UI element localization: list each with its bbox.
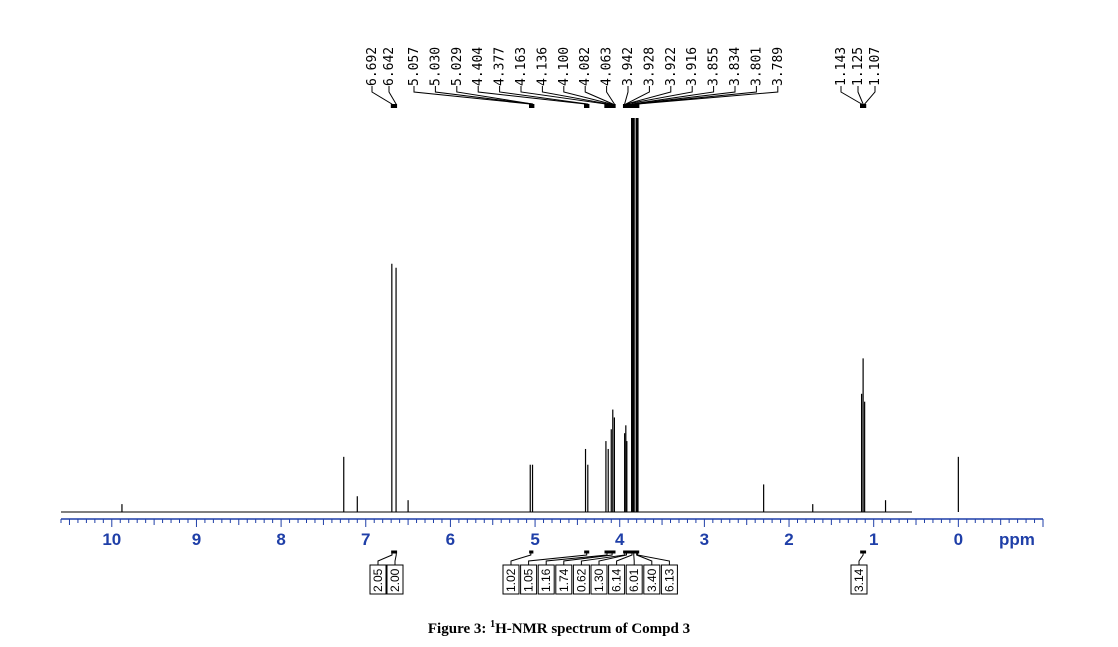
integral-leader (528, 552, 588, 565)
integral-label: 1.02 (504, 568, 518, 592)
integral-box (608, 564, 626, 595)
caption-superscript: 1 (490, 619, 496, 630)
integral-leader (616, 552, 633, 565)
axis-tick-label: 5 (530, 530, 539, 549)
axis-tick-label: 1 (869, 530, 878, 549)
peak-label: 3.801 (749, 47, 764, 86)
peak-label: 6.692 (365, 47, 380, 86)
axis-tick-label: 6 (446, 530, 455, 549)
caption-prefix: Figure 3: (427, 621, 491, 637)
axis-tick-label: 7 (361, 530, 370, 549)
peak-label: 5.057 (407, 47, 422, 86)
integral-box (572, 564, 590, 595)
integral-label: 2.00 (388, 568, 402, 592)
integral-label: 1.16 (539, 568, 553, 592)
integral-label: 6.13 (662, 568, 676, 592)
peak-label-group: 6.692 6.642 5.057 5.030 5.029 4.404 4.377 4.163… (365, 47, 883, 108)
peak-label: 1.107 (868, 47, 883, 86)
peak-label: 5.029 (450, 47, 465, 86)
spectrum-trace-group (61, 118, 959, 513)
peak-label: 3.916 (685, 47, 700, 86)
integral-label: 1.05 (522, 568, 536, 592)
peak-label: 4.100 (557, 47, 572, 86)
integral-box (537, 564, 555, 595)
integral-box (625, 564, 643, 595)
peak-label: 3.922 (664, 47, 679, 86)
peak-label: 1.143 (834, 47, 849, 86)
peak-label: 3.789 (771, 47, 786, 86)
integral-leader (394, 552, 397, 565)
peak-label: 1.125 (851, 47, 866, 86)
integral-label-group: 2.05 2.00 1.02 1.05 1.16 1.74 0.62 1.30 6.14 6.01… (369, 550, 868, 595)
integral-box (369, 564, 387, 595)
peak-label: 6.642 (382, 47, 397, 86)
integral-label: 6.14 (610, 568, 624, 592)
figure-caption: Figure 3: 1H-NMR spectrum of Compd 3 (0, 619, 1118, 638)
integral-label: 3.40 (645, 568, 659, 592)
integral-box (643, 564, 661, 595)
axis-tick-label: 8 (276, 530, 285, 549)
peak-label: 4.163 (514, 47, 529, 86)
peak-label: 3.834 (728, 47, 743, 86)
integral-label: 6.01 (627, 568, 641, 592)
integral-label: 2.05 (371, 568, 385, 592)
axis-tick-label: 3 (700, 530, 709, 549)
axis-tick-label: 10 (102, 530, 121, 549)
integral-leader (510, 552, 532, 565)
axis-tick-label: 0 (954, 530, 963, 549)
integral-box (502, 564, 520, 595)
peak-label: 4.136 (535, 47, 550, 86)
peak-label: 5.030 (428, 47, 443, 86)
integral-label: 3.14 (852, 568, 866, 592)
axis-tick-label: 4 (615, 530, 625, 549)
axis-unit-label: ppm (999, 530, 1035, 549)
peak-label-leader (864, 86, 876, 106)
integral-leader (377, 552, 393, 565)
axis-tick-label: 9 (192, 530, 201, 549)
peak-label: 4.082 (578, 47, 593, 86)
caption-text: H-NMR spectrum of Compd 3 (495, 621, 691, 637)
integral-box (850, 564, 868, 595)
integral-leader (636, 552, 653, 565)
integral-label: 1.74 (557, 568, 571, 592)
integral-box (660, 564, 678, 595)
integral-box (590, 564, 608, 595)
integral-leader (637, 552, 670, 565)
ppm-axis: 10 9 8 7 6 5 4 3 2 1 0 (60, 518, 1044, 549)
peak-label: 4.377 (493, 47, 508, 86)
peak-label: 3.942 (621, 47, 636, 86)
nmr-spectrum-chart: 6.692 6.642 5.057 5.030 5.029 4.404 4.377 4.163… (60, 47, 1044, 595)
integral-leader (858, 552, 864, 565)
integral-label: 1.30 (592, 568, 606, 592)
peak-label: 3.855 (707, 47, 722, 86)
peak-label: 4.063 (600, 47, 615, 86)
integral-label: 0.62 (574, 568, 588, 592)
peak-label: 4.404 (471, 47, 486, 86)
integral-box (386, 564, 404, 595)
axis-tick-label: 2 (784, 530, 793, 549)
integral-box (555, 564, 573, 595)
integral-box (520, 564, 538, 595)
peak-label: 3.928 (642, 47, 657, 86)
